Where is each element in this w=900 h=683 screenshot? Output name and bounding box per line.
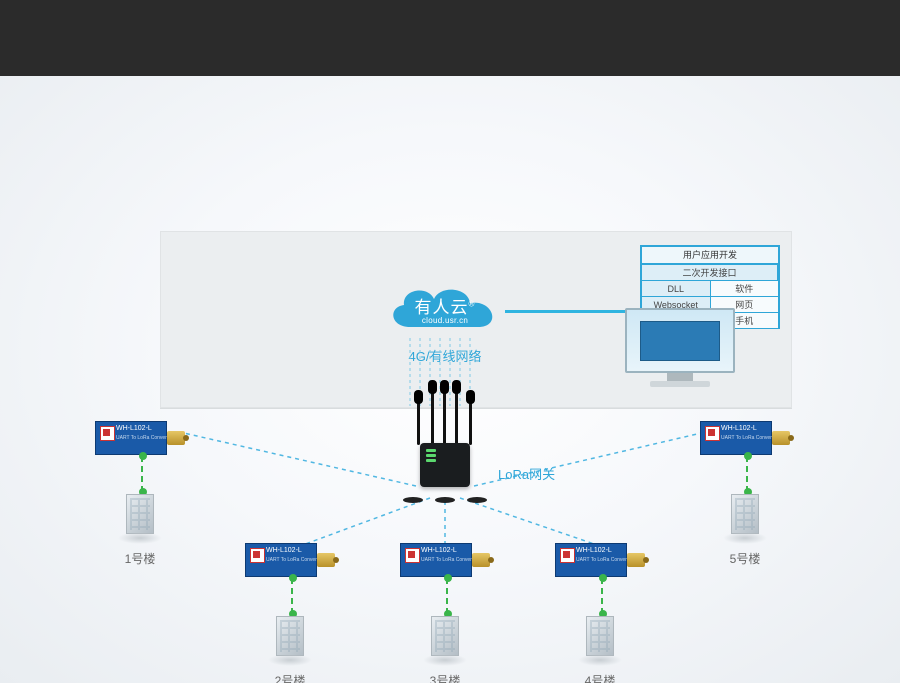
sma-connector-icon <box>167 431 185 445</box>
module-board: WH-L102-LUART To LoRa Converter <box>400 543 472 577</box>
gateway-foot <box>467 497 487 503</box>
sma-connector-icon <box>627 553 645 567</box>
module-sub: UART To LoRa Converter <box>266 557 323 563</box>
building-label-2: 2号楼 <box>265 672 315 683</box>
module-board: WH-L102-LUART To LoRa Converter <box>95 421 167 455</box>
cloud-title: 有人云 <box>415 298 469 317</box>
module-sub: UART To LoRa Converter <box>421 557 478 563</box>
devpanel-r0-l: 二次开发接口 <box>642 264 778 280</box>
antenna-icon <box>455 383 458 445</box>
module-to-building-link <box>446 578 448 614</box>
antenna-icon <box>443 383 446 445</box>
devpanel-r1-l: DLL <box>642 280 711 296</box>
module-logo-icon <box>250 548 265 563</box>
module-logo-icon <box>100 426 115 441</box>
module-name: WH-L102-L <box>116 425 152 432</box>
antenna-icon <box>469 393 472 445</box>
diagram-canvas: 用户应用开发 二次开发接口 DLL软件 Websocket网页 手机SDK手机 … <box>0 76 900 683</box>
module-logo-icon <box>560 548 575 563</box>
top-dark-bar <box>0 0 900 76</box>
pc-monitor <box>625 308 735 398</box>
module-board: WH-L102-LUART To LoRa Converter <box>700 421 772 455</box>
building-label-3: 3号楼 <box>420 672 470 683</box>
antenna-icon <box>431 383 434 445</box>
cloud-subtitle: cloud.usr.cn <box>380 316 510 325</box>
building-label-5: 5号楼 <box>720 550 770 567</box>
building-icon-2 <box>268 616 312 668</box>
module-sub: UART To LoRa Converter <box>116 435 173 441</box>
building-label-1: 1号楼 <box>115 550 165 567</box>
gateway-label: LoRa网关 <box>498 464 568 483</box>
module-to-building-link <box>746 456 748 492</box>
antenna-icon <box>417 393 420 445</box>
module-sub: UART To LoRa Converter <box>721 435 778 441</box>
module-to-building-link <box>141 456 143 492</box>
module-logo-icon <box>405 548 420 563</box>
lora-gateway <box>395 401 495 501</box>
module-to-building-link <box>601 578 603 614</box>
building-tower <box>126 494 154 534</box>
gateway-foot <box>403 497 423 503</box>
sma-connector-icon <box>317 553 335 567</box>
lora-module-node-5: WH-L102-L UART To LoRa Converter <box>700 421 790 455</box>
building-shadow <box>578 654 622 666</box>
cloud-to-monitor-link <box>505 310 643 313</box>
uplink-label: 4G/有线网络 <box>400 346 490 365</box>
module-name: WH-L102-L <box>266 547 302 554</box>
building-shadow <box>723 532 767 544</box>
building-shadow <box>268 654 312 666</box>
sma-connector-icon <box>772 431 790 445</box>
lora-module-node-1: WH-L102-L UART To LoRa Converter <box>95 421 185 455</box>
module-name: WH-L102-L <box>421 547 457 554</box>
building-icon-5 <box>723 494 767 546</box>
building-tower <box>586 616 614 656</box>
module-name: WH-L102-L <box>721 425 757 432</box>
module-board: WH-L102-LUART To LoRa Converter <box>245 543 317 577</box>
building-label-4: 4号楼 <box>575 672 625 683</box>
module-to-building-link <box>291 578 293 614</box>
cloud-trademark: ® <box>469 299 476 308</box>
cloud-node: 有人云® cloud.usr.cn <box>380 279 510 344</box>
gateway-body <box>420 443 470 487</box>
building-tower <box>431 616 459 656</box>
building-shadow <box>118 532 162 544</box>
module-board: WH-L102-LUART To LoRa Converter <box>555 543 627 577</box>
gateway-foot <box>435 497 455 503</box>
module-name: WH-L102-L <box>576 547 612 554</box>
monitor-base <box>650 381 710 387</box>
building-tower <box>276 616 304 656</box>
lora-module-node-2: WH-L102-L UART To LoRa Converter <box>245 543 335 577</box>
cloud-text: 有人云® cloud.usr.cn <box>380 293 510 325</box>
building-shadow <box>423 654 467 666</box>
lora-module-node-4: WH-L102-L UART To LoRa Converter <box>555 543 645 577</box>
building-icon-4 <box>578 616 622 668</box>
sma-connector-icon <box>472 553 490 567</box>
devpanel-title: 用户应用开发 <box>642 247 778 264</box>
monitor-stand <box>667 373 693 381</box>
module-logo-icon <box>705 426 720 441</box>
building-icon-1 <box>118 494 162 546</box>
module-sub: UART To LoRa Converter <box>576 557 633 563</box>
lora-module-node-3: WH-L102-L UART To LoRa Converter <box>400 543 490 577</box>
monitor-content-icon <box>640 321 720 361</box>
devpanel-r1-r: 软件 <box>711 280 779 296</box>
building-icon-3 <box>423 616 467 668</box>
building-tower <box>731 494 759 534</box>
monitor-screen <box>625 308 735 373</box>
